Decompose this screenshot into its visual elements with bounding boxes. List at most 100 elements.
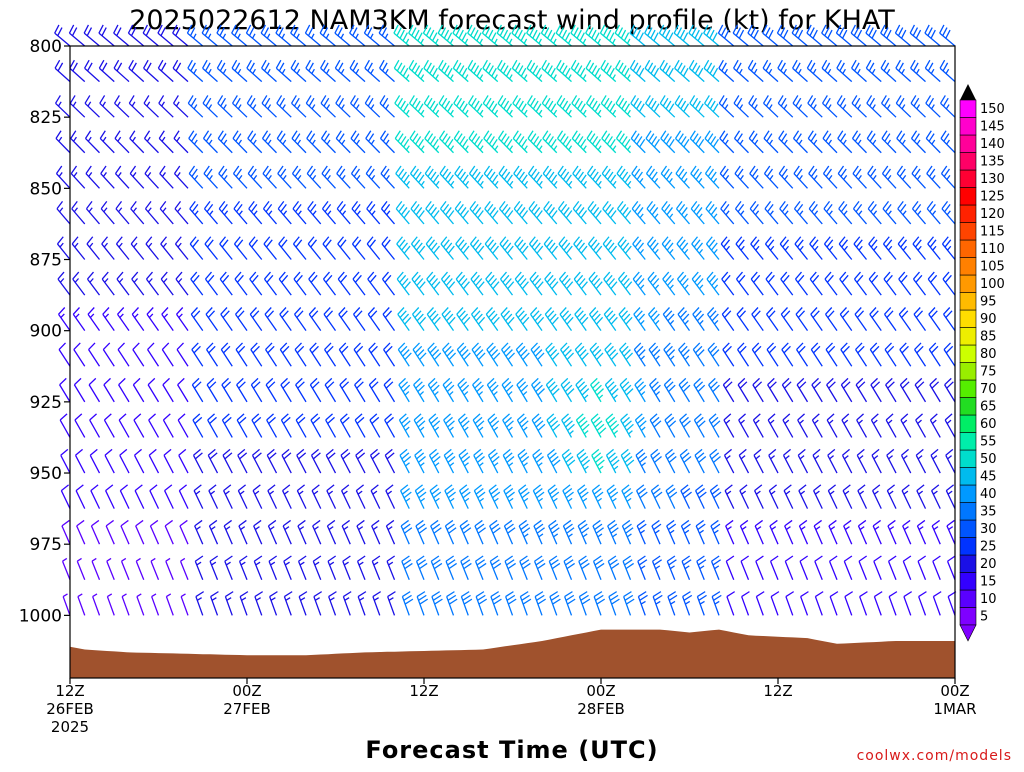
plot-background xyxy=(70,46,955,678)
x-tick-label: 12Z xyxy=(55,682,84,700)
colorbar-cell xyxy=(960,503,976,521)
colorbar-bottom-arrow xyxy=(960,625,976,641)
colorbar-tick-label: 15 xyxy=(980,574,997,589)
colorbar-tick-label: 5 xyxy=(980,609,988,624)
colorbar-tick-label: 55 xyxy=(980,434,997,449)
x-axis-label: Forecast Time (UTC) xyxy=(365,736,658,764)
plot-area xyxy=(55,25,956,678)
y-tick-label: 825 xyxy=(30,108,62,128)
colorbar-tick-label: 65 xyxy=(980,399,997,414)
colorbar-cell xyxy=(960,345,976,363)
colorbar-tick-label: 40 xyxy=(980,487,997,502)
y-tick-label: 975 xyxy=(30,535,62,555)
wind-barb xyxy=(56,131,70,153)
colorbar-cell xyxy=(960,415,976,433)
colorbar-tick-label: 110 xyxy=(980,242,1005,257)
colorbar-cell xyxy=(960,380,976,398)
wind-barb xyxy=(940,25,955,46)
colorbar-cell xyxy=(960,275,976,293)
colorbar-top-arrow xyxy=(960,84,976,100)
colorbar-cell xyxy=(960,258,976,276)
colorbar-tick-label: 70 xyxy=(980,382,997,397)
wind-barb xyxy=(63,594,70,615)
colorbar-cell xyxy=(960,398,976,416)
colorbar-cell xyxy=(960,153,976,171)
colorbar-tick-label: 130 xyxy=(980,172,1005,187)
colorbar-tick-label: 135 xyxy=(980,154,1005,169)
colorbar-cell xyxy=(960,310,976,328)
colorbar-tick-label: 140 xyxy=(980,137,1005,152)
colorbar-cell xyxy=(960,433,976,451)
colorbar-tick-label: 60 xyxy=(980,417,997,432)
colorbar-tick-label: 50 xyxy=(980,452,997,467)
x-tick-label: 2025 xyxy=(51,718,89,736)
y-tick-label: 925 xyxy=(30,393,62,413)
wind-barb xyxy=(58,272,70,295)
wind-barb xyxy=(99,25,114,46)
colorbar-cell xyxy=(960,590,976,608)
colorbar-tick-label: 75 xyxy=(980,364,997,379)
colorbar-cell xyxy=(960,100,976,118)
wind-barb xyxy=(910,25,925,46)
colorbar-cell xyxy=(960,573,976,591)
y-tick-label: 850 xyxy=(30,179,62,199)
wind-barb xyxy=(69,25,84,46)
colorbar-tick-label: 80 xyxy=(980,347,997,362)
colorbar-cell xyxy=(960,118,976,136)
x-tick-label: 26FEB xyxy=(46,700,93,718)
colorbar-cell xyxy=(960,555,976,573)
credit-text: coolwx.com/models xyxy=(857,748,1012,764)
wind-barb xyxy=(60,414,70,438)
colorbar-tick-label: 115 xyxy=(980,224,1005,239)
colorbar-cell xyxy=(960,363,976,381)
colorbar-tick-label: 30 xyxy=(980,522,997,537)
x-tick-label: 00Z xyxy=(940,682,969,700)
colorbar-cell xyxy=(960,520,976,538)
colorbar-tick-label: 90 xyxy=(980,312,997,327)
x-tick-label: 27FEB xyxy=(223,700,270,718)
wind-barb xyxy=(895,25,910,46)
colorbar-cell xyxy=(960,468,976,486)
colorbar-tick-label: 100 xyxy=(980,277,1005,292)
x-tick-label: 00Z xyxy=(586,682,615,700)
x-tick-label: 1MAR xyxy=(933,700,976,718)
colorbar-tick-label: 145 xyxy=(980,119,1005,134)
colorbar-cell xyxy=(960,135,976,153)
y-tick-label: 900 xyxy=(30,322,62,342)
colorbar-cell xyxy=(960,240,976,258)
x-tick-label: 00Z xyxy=(232,682,261,700)
wind-barb xyxy=(55,60,70,81)
x-tick-label: 12Z xyxy=(763,682,792,700)
colorbar-tick-label: 20 xyxy=(980,557,997,572)
colorbar-tick-label: 125 xyxy=(980,189,1005,204)
wind-barb xyxy=(61,485,70,509)
colorbar-cell xyxy=(960,170,976,188)
colorbar-tick-label: 10 xyxy=(980,592,997,607)
wind-barb xyxy=(61,449,70,473)
colorbar-legend: 5101520253035404550556065707580859095100… xyxy=(960,84,1005,641)
colorbar-cell xyxy=(960,205,976,223)
y-tick-label: 950 xyxy=(30,464,62,484)
y-tick-label: 1000 xyxy=(19,606,62,626)
colorbar-tick-label: 120 xyxy=(980,207,1005,222)
colorbar-cell xyxy=(960,538,976,556)
y-tick-label: 800 xyxy=(30,37,62,57)
wind-barb xyxy=(63,558,70,579)
colorbar-cell xyxy=(960,293,976,311)
colorbar-tick-label: 25 xyxy=(980,539,997,554)
colorbar-tick-label: 45 xyxy=(980,469,997,484)
colorbar-cell xyxy=(960,450,976,468)
x-tick-label: 28FEB xyxy=(577,700,624,718)
colorbar-cell xyxy=(960,485,976,503)
wind-barb xyxy=(84,25,99,46)
wind-barb xyxy=(114,25,129,46)
colorbar-tick-label: 105 xyxy=(980,259,1005,274)
colorbar-cell xyxy=(960,188,976,206)
wind-barb xyxy=(59,343,70,366)
colorbar-tick-label: 150 xyxy=(980,102,1005,117)
colorbar-cell xyxy=(960,328,976,346)
colorbar-cell xyxy=(960,223,976,241)
